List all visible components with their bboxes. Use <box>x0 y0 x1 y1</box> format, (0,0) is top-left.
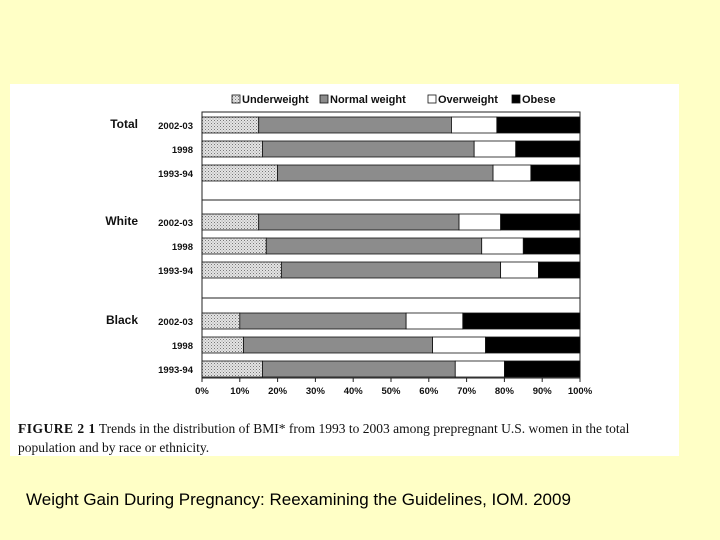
bar-segment-normal-weight <box>265 237 483 255</box>
x-tick-label: 50% <box>381 386 401 397</box>
year-label: 1998 <box>172 145 193 156</box>
x-tick-label: 40% <box>344 386 364 397</box>
x-tick-label: 90% <box>533 386 553 397</box>
bar-segment-overweight <box>454 360 505 378</box>
x-tick-label: 20% <box>268 386 288 397</box>
stacked-bar-chart: Underweight Normal weight Overweight Obese … <box>105 94 593 397</box>
x-tick-label: 80% <box>495 386 515 397</box>
legend-label: Normal weight <box>330 94 406 106</box>
bar-segment-overweight <box>432 336 486 354</box>
year-label: 1993-94 <box>158 169 194 180</box>
bar-segment-obese <box>530 164 581 182</box>
legend-swatch <box>427 94 437 104</box>
legend-label: Underweight <box>242 94 309 106</box>
year-label: 1993-94 <box>158 266 194 277</box>
bar-segment-obese <box>485 336 581 354</box>
year-label: 2002-03 <box>158 218 193 229</box>
legend-swatch <box>319 94 329 104</box>
group-label: Black <box>106 313 138 327</box>
figure-label: FIGURE 2 1 <box>18 421 96 436</box>
bar-segment-obese <box>522 237 581 255</box>
bar-segment-overweight <box>405 312 464 330</box>
bar-segment-normal-weight <box>258 116 452 134</box>
legend: Underweight Normal weight Overweight Obese <box>231 94 556 106</box>
x-tick-label: 70% <box>457 386 477 397</box>
x-tick-label: 10% <box>230 386 250 397</box>
bar-segment-underweight <box>201 140 263 158</box>
bar-segment-obese <box>515 140 581 158</box>
bar-segment-underweight <box>201 312 241 330</box>
bar-segment-overweight <box>458 213 502 231</box>
bar-segment-normal-weight <box>280 261 502 279</box>
bar-segment-overweight <box>500 261 539 279</box>
bar-segment-obese <box>496 116 581 134</box>
bar-segment-underweight <box>201 116 260 134</box>
bar-segment-overweight <box>492 164 532 182</box>
bar-segment-overweight <box>451 116 498 134</box>
source-citation: Weight Gain During Pregnancy: Reexaminin… <box>26 490 571 509</box>
year-label: 1993-94 <box>158 365 194 376</box>
bar-segment-overweight <box>473 140 517 158</box>
bar-segment-underweight <box>201 237 267 255</box>
year-label: 2002-03 <box>158 121 193 132</box>
bar-segment-underweight <box>201 261 282 279</box>
bar-segment-normal-weight <box>262 140 475 158</box>
year-label: 2002-03 <box>158 317 193 328</box>
bar-segment-normal-weight <box>243 336 433 354</box>
bar-segment-normal-weight <box>262 360 456 378</box>
x-tick-label: 100% <box>568 386 593 397</box>
legend-swatch <box>231 94 241 104</box>
legend-label: Obese <box>522 94 556 106</box>
bar-segment-obese <box>503 360 581 378</box>
figure-caption: FIGURE 2 1 Trends in the distribution of… <box>18 419 673 457</box>
bar-segment-normal-weight <box>239 312 407 330</box>
year-label: 1998 <box>172 341 193 352</box>
x-tick-label: 30% <box>306 386 326 397</box>
x-tick-label: 60% <box>419 386 439 397</box>
year-label: 1998 <box>172 242 193 253</box>
legend-swatch <box>511 94 521 104</box>
figure-panel: Underweight Normal weight Overweight Obese … <box>10 84 679 456</box>
plot-area: 0% 10% 20% 30% 40% 50% 60% 70% 80% 90% 100% Total 20… <box>105 111 593 397</box>
bar-segment-normal-weight <box>258 213 460 231</box>
bar-segment-obese <box>500 213 581 231</box>
bar-segment-underweight <box>201 213 260 231</box>
bar-segment-underweight <box>201 360 263 378</box>
group-label: White <box>105 214 138 228</box>
bar-segment-obese <box>538 261 581 279</box>
group-label: Total <box>110 117 138 131</box>
bar-segment-overweight <box>481 237 524 255</box>
bar-segment-underweight <box>201 164 278 182</box>
bar-segment-underweight <box>201 336 244 354</box>
caption-text: Trends in the distribution of BMI* from … <box>18 421 630 455</box>
bar-segment-obese <box>462 312 581 330</box>
legend-label: Overweight <box>438 94 498 106</box>
x-tick-label: 0% <box>195 386 209 397</box>
bar-segment-normal-weight <box>277 164 494 182</box>
